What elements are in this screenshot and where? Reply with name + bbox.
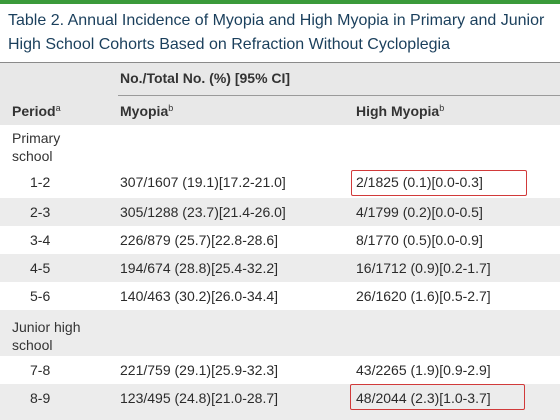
high-myopia-cell: 16/1712 (0.9)[0.2-1.7] <box>356 260 491 276</box>
period-cell: 5-6 <box>30 288 51 304</box>
myopia-header: Myopiab <box>120 103 174 119</box>
table-row: 4-5 194/674 (28.8)[25.4-32.2] 16/1712 (0… <box>0 254 560 282</box>
table-row: 3-4 226/879 (25.7)[22.8-28.6] 8/1770 (0.… <box>0 226 560 254</box>
period-cell: 7-8 <box>30 362 51 378</box>
high-myopia-header: High Myopiab <box>356 103 445 119</box>
period-cell: 2-3 <box>30 204 51 220</box>
group-label-junior-high-school: Junior high school <box>12 319 81 353</box>
table-title: Table 2. Annual Incidence of Myopia and … <box>8 12 545 53</box>
myopia-cell: 307/1607 (19.1)[17.2-21.0] <box>120 174 286 190</box>
high-myopia-cell: 4/1799 (0.2)[0.0-0.5] <box>356 204 483 220</box>
highlight-box <box>351 170 527 196</box>
high-myopia-cell: 43/2265 (1.9)[0.9-2.9] <box>356 362 491 378</box>
high-myopia-cell: 26/1620 (1.6)[0.5-2.7] <box>356 288 491 304</box>
myopia-cell: 140/463 (30.2)[26.0-34.4] <box>120 288 279 304</box>
period-cell: 4-5 <box>30 260 51 276</box>
highlight-box <box>350 384 525 410</box>
high-myopia-cell: 48/2044 (2.3)[1.0-3.7] <box>356 390 491 406</box>
group-label-primary-school: Primary school <box>12 130 61 164</box>
table-row: 1-2 307/1607 (19.1)[17.2-21.0] 2/1825 (0… <box>0 168 560 196</box>
column-group-header: No./Total No. (%) [95% CI] <box>120 70 291 86</box>
table-row: 8-9 123/495 (24.8)[21.0-28.7] 48/2044 (2… <box>0 384 560 420</box>
period-cell: 8-9 <box>30 390 51 406</box>
myopia-cell: 305/1288 (23.7)[21.4-26.0] <box>120 204 286 220</box>
high-myopia-cell: 8/1770 (0.5)[0.0-0.9] <box>356 232 483 248</box>
period-header: Perioda <box>12 103 61 119</box>
table-header <box>0 63 560 125</box>
title-divider <box>0 62 560 63</box>
period-cell: 1-2 <box>30 174 51 190</box>
myopia-cell: 221/759 (29.1)[25.9-32.3] <box>120 362 279 378</box>
table-row: 5-6 140/463 (30.2)[26.0-34.4] 26/1620 (1… <box>0 282 560 310</box>
high-myopia-cell: 2/1825 (0.1)[0.0-0.3] <box>356 174 483 190</box>
top-accent-rule <box>0 0 560 4</box>
table-row: 2-3 305/1288 (23.7)[21.4-26.0] 4/1799 (0… <box>0 198 560 226</box>
myopia-cell: 226/879 (25.7)[22.8-28.6] <box>120 232 279 248</box>
myopia-cell: 123/495 (24.8)[21.0-28.7] <box>120 390 279 406</box>
myopia-cell: 194/674 (28.8)[25.4-32.2] <box>120 260 279 276</box>
period-cell: 3-4 <box>30 232 51 248</box>
column-group-rule <box>118 95 560 96</box>
table-row: 7-8 221/759 (29.1)[25.9-32.3] 43/2265 (1… <box>0 356 560 384</box>
group-row: Junior high school <box>0 310 560 356</box>
